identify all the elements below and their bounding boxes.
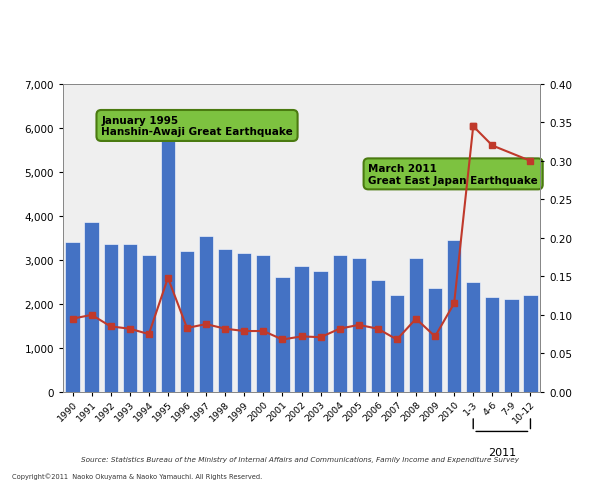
Text: January 1995
Hanshin-Awaji Great Earthquake: January 1995 Hanshin-Awaji Great Earthqu… (101, 116, 293, 137)
Bar (237, 254, 251, 392)
Bar (313, 272, 328, 392)
Text: Household donation over 20 years: Household donation over 20 years (71, 23, 529, 47)
Bar (104, 245, 118, 392)
Bar (180, 252, 194, 392)
Text: Source: Statistics Bureau of the Ministry of Internal Affairs and Communications: Source: Statistics Bureau of the Ministr… (81, 456, 519, 462)
Bar (256, 256, 271, 392)
Bar (122, 245, 137, 392)
Text: 2011: 2011 (488, 447, 516, 457)
Text: Copyright©2011  Naoko Okuyama & Naoko Yamauchi. All Rights Reserved.: Copyright©2011 Naoko Okuyama & Naoko Yam… (12, 472, 262, 479)
Bar (485, 298, 499, 392)
Bar (371, 280, 385, 392)
Bar (390, 295, 404, 392)
Bar (199, 236, 213, 392)
Bar (85, 223, 99, 392)
Bar (447, 241, 461, 392)
Bar (332, 256, 347, 392)
Text: March 2011
Great East Japan Earthquake: March 2011 Great East Japan Earthquake (368, 164, 538, 185)
Bar (523, 295, 538, 392)
Bar (352, 258, 366, 392)
Bar (161, 139, 175, 392)
Bar (142, 256, 156, 392)
Bar (409, 258, 423, 392)
Bar (65, 243, 80, 392)
Bar (466, 282, 481, 392)
Bar (275, 278, 290, 392)
Bar (218, 249, 232, 392)
Bar (295, 267, 308, 392)
Bar (428, 289, 442, 392)
Bar (504, 300, 518, 392)
